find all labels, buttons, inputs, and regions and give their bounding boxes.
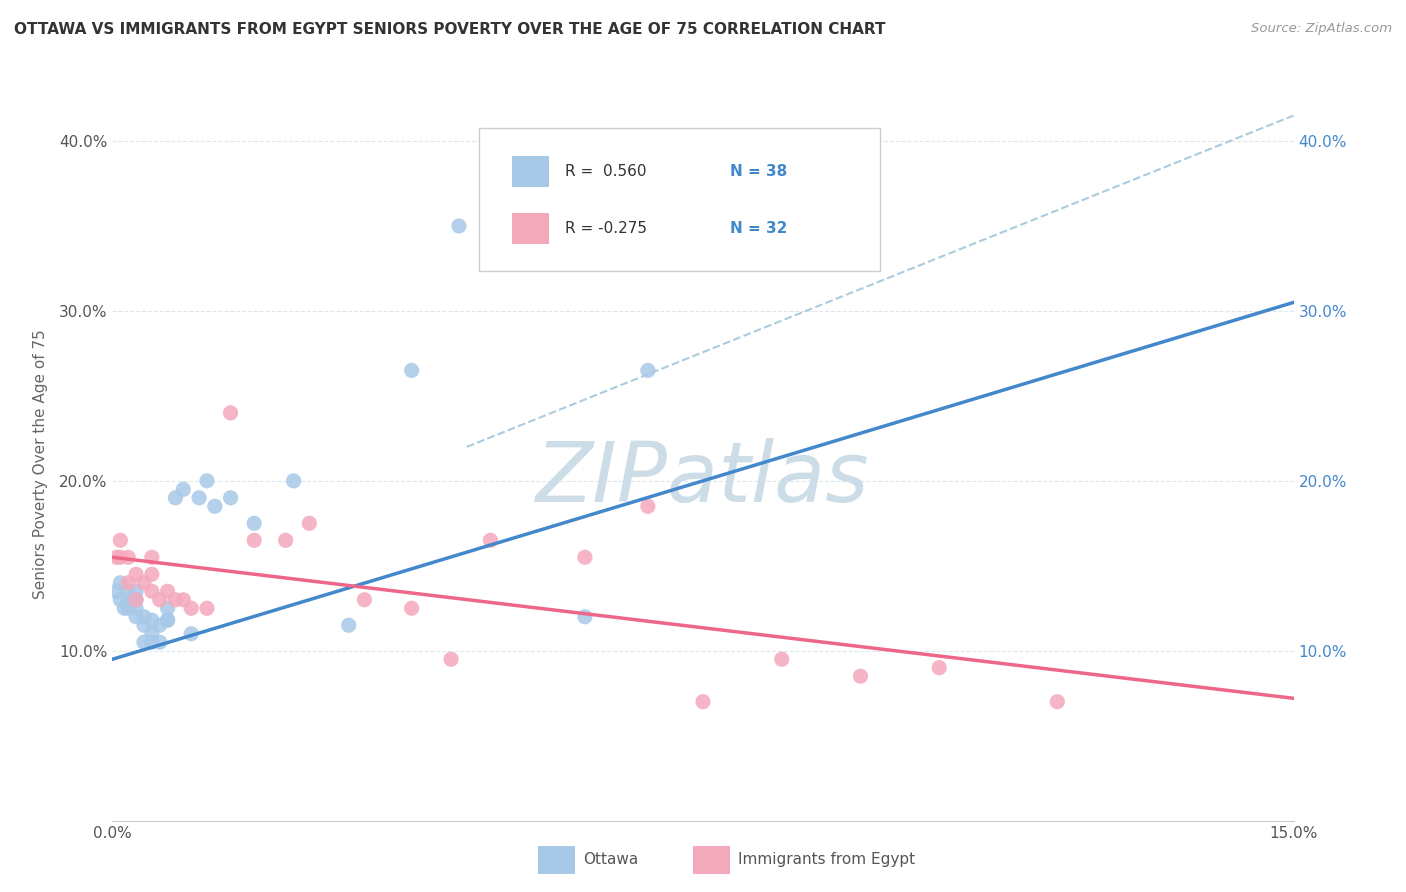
Point: [117, 592, 139, 607]
Point: [141, 626, 163, 640]
Point: [928, 661, 950, 675]
Point: [156, 613, 179, 627]
Point: [117, 550, 139, 565]
FancyBboxPatch shape: [512, 155, 550, 187]
Point: [141, 567, 163, 582]
Point: [112, 601, 135, 615]
Point: [219, 406, 242, 420]
Point: [219, 491, 242, 505]
FancyBboxPatch shape: [512, 212, 550, 244]
Point: [180, 626, 202, 640]
Point: [849, 669, 872, 683]
Point: [353, 592, 375, 607]
Text: ZIPatlas: ZIPatlas: [536, 438, 870, 518]
Point: [440, 652, 463, 666]
Point: [770, 211, 793, 225]
Point: [110, 592, 132, 607]
Point: [180, 601, 202, 615]
Point: [637, 363, 659, 377]
Point: [117, 584, 139, 599]
Point: [125, 609, 148, 624]
Point: [401, 601, 423, 615]
Point: [298, 516, 321, 531]
Point: [770, 652, 793, 666]
Point: [125, 584, 148, 599]
Point: [132, 618, 155, 632]
Point: [125, 601, 148, 615]
Point: [401, 363, 423, 377]
Point: [156, 584, 179, 599]
Text: N = 38: N = 38: [730, 164, 787, 178]
Point: [243, 516, 266, 531]
Point: [125, 592, 148, 607]
Point: [692, 695, 714, 709]
Point: [132, 575, 155, 590]
Point: [149, 635, 172, 649]
Text: Immigrants from Egypt: Immigrants from Egypt: [738, 853, 915, 867]
Point: [574, 550, 596, 565]
Text: R = -0.275: R = -0.275: [565, 221, 647, 235]
Point: [283, 474, 305, 488]
Point: [479, 533, 502, 548]
Text: N = 32: N = 32: [730, 221, 787, 235]
Point: [172, 592, 194, 607]
Point: [447, 219, 470, 233]
Point: [141, 613, 163, 627]
Point: [692, 219, 714, 233]
Text: R =  0.560: R = 0.560: [565, 164, 647, 178]
Point: [243, 533, 266, 548]
Point: [141, 635, 163, 649]
Point: [172, 483, 194, 497]
Point: [195, 601, 218, 615]
Point: [141, 550, 163, 565]
Point: [274, 533, 297, 548]
Point: [117, 601, 139, 615]
Text: OTTAWA VS IMMIGRANTS FROM EGYPT SENIORS POVERTY OVER THE AGE OF 75 CORRELATION C: OTTAWA VS IMMIGRANTS FROM EGYPT SENIORS …: [14, 22, 886, 37]
Text: Ottawa: Ottawa: [583, 853, 638, 867]
Point: [156, 601, 179, 615]
Point: [105, 550, 128, 565]
Point: [165, 491, 187, 505]
Point: [132, 609, 155, 624]
Point: [574, 609, 596, 624]
Point: [110, 575, 132, 590]
Point: [110, 533, 132, 548]
Point: [125, 592, 148, 607]
Point: [156, 613, 179, 627]
Point: [125, 567, 148, 582]
Point: [117, 575, 139, 590]
Point: [105, 584, 128, 599]
Point: [141, 584, 163, 599]
Point: [337, 618, 360, 632]
FancyBboxPatch shape: [478, 128, 880, 271]
Point: [165, 592, 187, 607]
Point: [637, 500, 659, 514]
Point: [204, 500, 226, 514]
Point: [149, 618, 172, 632]
Point: [195, 474, 218, 488]
Point: [132, 635, 155, 649]
Point: [110, 550, 132, 565]
Point: [1046, 695, 1069, 709]
Text: Source: ZipAtlas.com: Source: ZipAtlas.com: [1251, 22, 1392, 36]
Point: [188, 491, 211, 505]
Y-axis label: Seniors Poverty Over the Age of 75: Seniors Poverty Over the Age of 75: [32, 329, 48, 599]
Point: [149, 592, 172, 607]
